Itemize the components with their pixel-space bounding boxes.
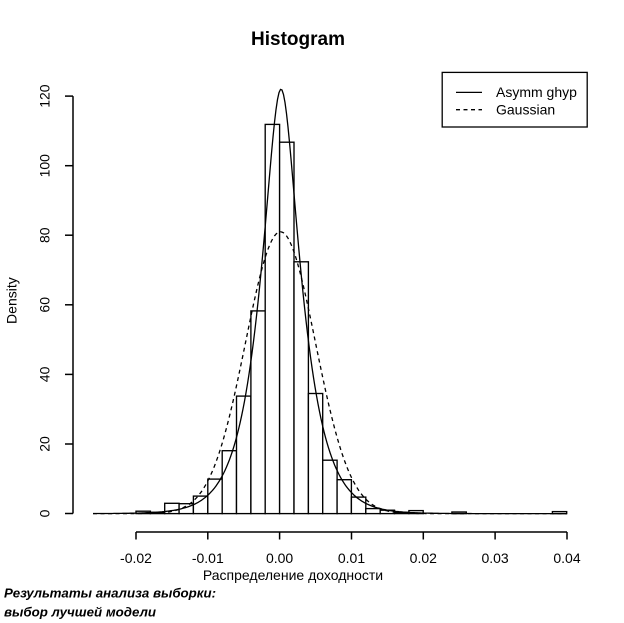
svg-text:0.01: 0.01 [338,550,365,566]
svg-text:Распределение доходности: Распределение доходности [203,567,383,583]
svg-text:Asymm ghyp: Asymm ghyp [496,84,577,100]
svg-text:0.04: 0.04 [553,550,580,566]
svg-text:20: 20 [37,436,53,452]
svg-text:0.03: 0.03 [481,550,508,566]
svg-text:100: 100 [37,154,53,178]
svg-text:120: 120 [37,84,53,108]
svg-text:0.00: 0.00 [266,550,293,566]
svg-text:0: 0 [37,509,53,517]
svg-text:40: 40 [37,366,53,382]
svg-text:0.02: 0.02 [410,550,437,566]
svg-text:Histogram: Histogram [251,29,345,50]
svg-text:выбор лучшей модели: выбор лучшей модели [4,605,156,620]
svg-text:80: 80 [37,227,53,243]
svg-text:Gaussian: Gaussian [496,101,555,117]
svg-text:Результаты анализа выборки:: Результаты анализа выборки: [4,585,216,600]
svg-text:-0.02: -0.02 [120,550,152,566]
svg-text:60: 60 [37,297,53,313]
svg-text:Density: Density [4,277,20,324]
svg-text:-0.01: -0.01 [192,550,224,566]
